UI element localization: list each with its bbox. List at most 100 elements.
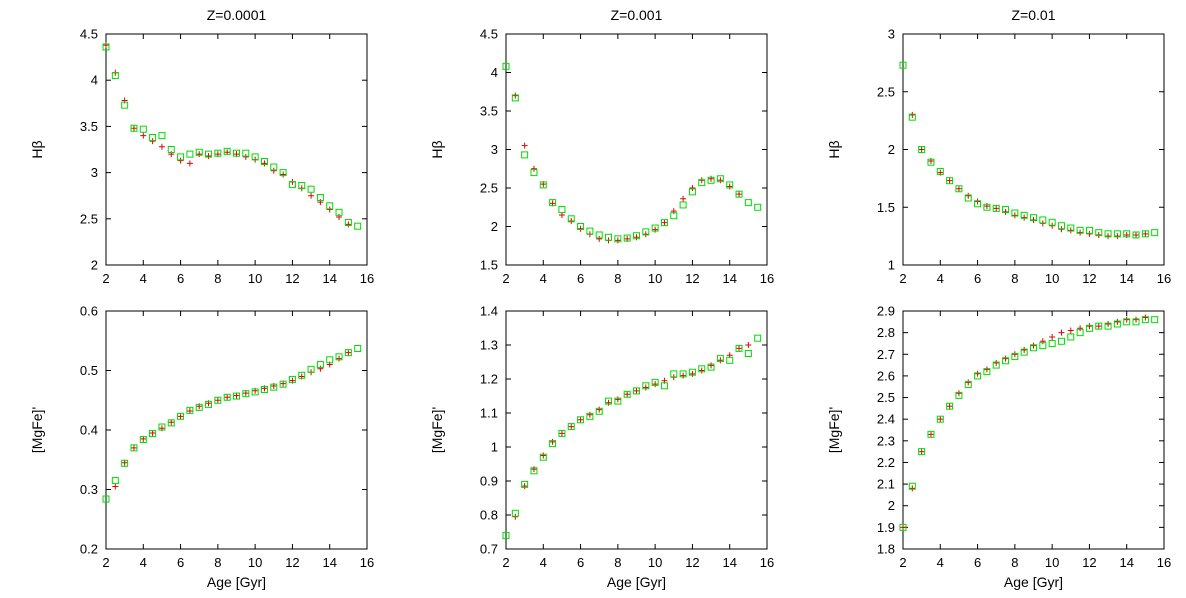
data-point-plus xyxy=(103,42,109,49)
data-point-square xyxy=(139,436,147,444)
y-tick-label: 1.3 xyxy=(480,338,498,353)
data-point-square xyxy=(233,149,240,157)
data-point-square xyxy=(539,181,547,189)
data-point-square xyxy=(270,163,278,171)
data-point-square xyxy=(251,388,259,396)
data-point-square xyxy=(354,344,362,352)
plot-frame xyxy=(902,310,1165,550)
data-point-plus xyxy=(900,524,906,531)
data-point-square xyxy=(651,378,659,386)
data-point-plus xyxy=(1105,233,1112,240)
data-point-square xyxy=(964,381,972,389)
x-tick-label: 8 xyxy=(614,555,621,570)
data-point-plus xyxy=(158,143,165,150)
data-point-square xyxy=(754,203,762,211)
y-axis-label: [MgFe]' xyxy=(29,407,45,453)
data-point-plus xyxy=(242,153,249,160)
data-point-plus xyxy=(1058,329,1065,336)
data-point-square xyxy=(214,396,222,404)
data-point-square xyxy=(577,223,585,230)
chart-panel: 2 4 6 8 10 12 14 16 1 1.5 2 2.5 3 Z=0.01 Hβ xyxy=(826,7,1171,286)
x-tick-label: 2 xyxy=(102,271,109,286)
x-tick-label: 6 xyxy=(177,555,184,570)
y-tick-label: 2.5 xyxy=(877,84,895,99)
x-tick-label: 12 xyxy=(685,271,699,286)
data-point-plus xyxy=(736,345,743,352)
data-point-square xyxy=(511,94,519,102)
data-point-square xyxy=(726,181,734,189)
x-tick-label: 4 xyxy=(540,555,547,570)
data-point-plus xyxy=(736,191,743,198)
data-point-square xyxy=(946,402,954,410)
data-point-square xyxy=(688,188,696,196)
data-point-square xyxy=(735,344,743,352)
data-point-plus xyxy=(1002,208,1009,215)
data-point-plus xyxy=(946,403,953,410)
y-tick-label: 4 xyxy=(91,73,98,88)
data-point-plus xyxy=(1142,314,1149,321)
data-point-plus xyxy=(1049,333,1056,340)
data-point-square xyxy=(927,158,935,166)
data-point-plus xyxy=(993,205,1000,212)
data-point-square xyxy=(186,150,194,158)
data-point-plus xyxy=(1011,212,1018,219)
data-point-square xyxy=(1095,322,1103,330)
data-point-plus xyxy=(965,192,972,199)
data-point-square xyxy=(298,371,306,379)
data-point-square xyxy=(335,208,343,216)
y-tick-label: 1.8 xyxy=(877,542,895,557)
data-point-plus xyxy=(1039,338,1046,345)
data-point-square xyxy=(1113,230,1121,238)
data-point-square xyxy=(1151,316,1159,324)
chart-panel: 2 4 6 8 10 12 14 16 2 2.5 3 3.5 4 4.5 Z=0.0001 Hβ xyxy=(29,7,374,286)
data-point-square xyxy=(1085,226,1093,234)
y-tick-label: 0.5 xyxy=(80,363,98,378)
y-tick-label: 1.1 xyxy=(480,406,498,421)
data-point-square xyxy=(502,62,510,70)
data-point-square xyxy=(1002,206,1010,214)
y-axis-label: [MgFe]' xyxy=(429,407,445,453)
data-point-square xyxy=(586,227,594,235)
y-tick-label: 2.9 xyxy=(877,304,895,319)
x-axis-label: Age [Gyr] xyxy=(207,574,266,590)
data-point-plus xyxy=(927,431,934,438)
data-point-square xyxy=(716,175,724,183)
data-point-square xyxy=(530,169,538,177)
data-point-plus xyxy=(1133,316,1140,323)
data-point-square xyxy=(698,365,706,373)
x-tick-label: 2 xyxy=(102,555,109,570)
y-tick-label: 2.1 xyxy=(877,477,895,492)
data-point-square xyxy=(623,390,631,398)
x-tick-label: 16 xyxy=(1157,555,1171,570)
data-point-square xyxy=(908,482,916,490)
x-tick-label: 8 xyxy=(1011,271,1018,286)
data-point-square xyxy=(316,194,324,202)
x-tick-label: 4 xyxy=(540,271,547,286)
y-tick-label: 2.3 xyxy=(877,433,895,448)
data-point-square xyxy=(260,386,268,394)
data-point-square xyxy=(502,531,510,539)
data-point-square xyxy=(744,199,752,207)
data-point-square xyxy=(1095,229,1103,237)
y-tick-label: 2.2 xyxy=(877,455,895,470)
y-tick-label: 2 xyxy=(888,142,895,157)
data-point-square xyxy=(167,419,175,427)
x-tick-label: 10 xyxy=(1045,555,1059,570)
x-tick-label: 10 xyxy=(248,271,262,286)
data-point-square xyxy=(167,146,175,153)
y-tick-label: 2.4 xyxy=(877,412,895,427)
x-tick-label: 12 xyxy=(685,555,699,570)
data-point-square xyxy=(270,383,278,391)
x-tick-label: 14 xyxy=(1119,271,1133,286)
data-point-square xyxy=(936,167,944,175)
data-point-square xyxy=(1141,230,1149,238)
data-point-plus xyxy=(1002,355,1009,362)
data-point-plus xyxy=(689,185,696,191)
data-point-plus xyxy=(614,237,621,244)
data-point-square xyxy=(186,406,194,414)
data-point-square xyxy=(679,370,687,378)
y-tick-label: 2 xyxy=(888,498,895,513)
data-point-plus xyxy=(652,226,659,233)
x-tick-label: 6 xyxy=(177,271,184,286)
data-point-square xyxy=(121,459,129,467)
